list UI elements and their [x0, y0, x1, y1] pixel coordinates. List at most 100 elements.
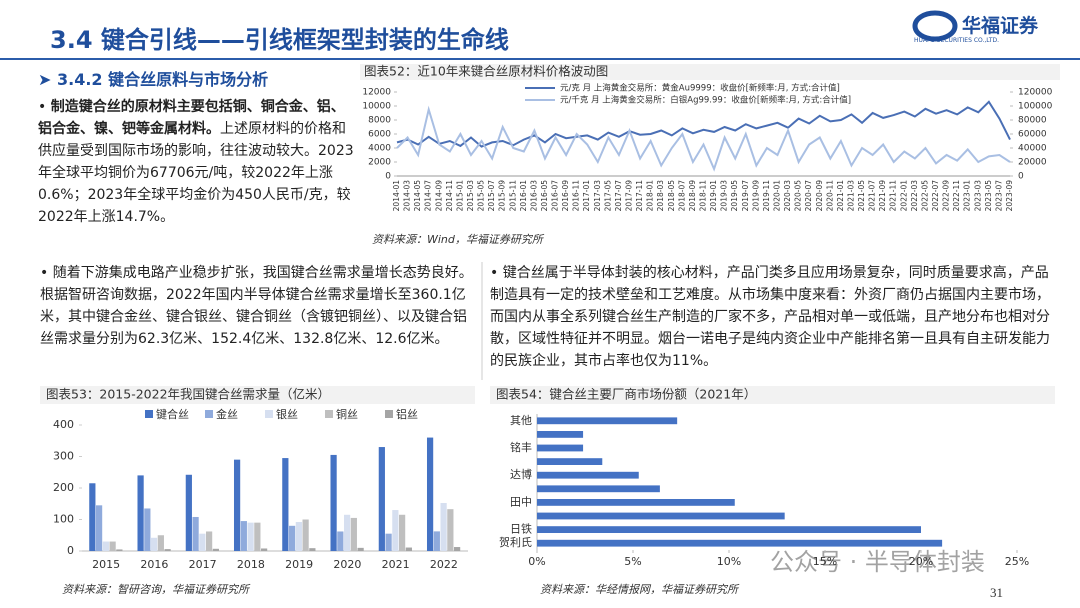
x-tick-label: 2021-09 [878, 180, 887, 212]
x-tick-label: 2015-07 [487, 180, 496, 212]
y2-tick-label: 20000 [1018, 158, 1047, 168]
x-tick-label: 2021-01 [836, 180, 845, 212]
x-tick-label: 2023-09 [1005, 180, 1014, 212]
bar [447, 509, 454, 551]
x-tick-label: 2018-03 [656, 180, 665, 212]
bar [240, 521, 247, 551]
x-tick-label: 25% [1005, 555, 1029, 568]
chart-title: 图表52：近10年来键合丝原材料价格波动图 [364, 64, 608, 79]
bar [537, 458, 603, 465]
bar [433, 531, 440, 551]
y-tick-label: 12000 [362, 88, 391, 98]
x-tick-label: 2020-11 [825, 180, 834, 212]
bar [89, 483, 96, 551]
x-tick-label: 2016-11 [572, 180, 581, 212]
logo-icon [912, 10, 958, 42]
bullet: • 制造键合丝的原材料主要包括铜、铜合金、铝、铝合金、镍、钯等金属材料。上述原材… [38, 99, 354, 225]
y-tick-label: 6000 [368, 130, 391, 140]
x-tick-label: 2019-11 [762, 180, 771, 212]
x-tick-label: 2018-11 [699, 180, 708, 212]
x-tick-label: 2021-11 [889, 180, 898, 212]
legend-swatch [145, 410, 153, 418]
x-tick-label: 2018-09 [688, 180, 697, 212]
x-tick-label: 2015-03 [466, 180, 475, 212]
slide-title: 3.4 键合引线——引线框架型封装的生命线 [50, 26, 509, 54]
x-tick-label: 2019-07 [741, 180, 750, 212]
title-bg [360, 64, 1060, 80]
legend-label: 铝丝 [396, 407, 418, 421]
x-tick-label: 2017-05 [603, 180, 612, 212]
bullet: • 随着下游集成电路产业稳步扩张，我国键合丝需求量增长态势良好。根据智研咨询数据… [40, 265, 473, 347]
bar [357, 547, 364, 551]
x-tick-label: 2016 [140, 558, 168, 571]
x-tick-label: 2017-01 [582, 180, 591, 212]
bar [537, 526, 921, 533]
bar [343, 514, 351, 551]
x-tick-label: 2019-01 [709, 180, 718, 212]
logo-text: 华福证券 [962, 15, 1039, 37]
x-tick-label: 2017-11 [635, 180, 644, 212]
x-tick-label: 2018-07 [677, 180, 686, 212]
x-tick-label: 2022-01 [899, 180, 908, 212]
legend-label: 键合丝 [156, 407, 189, 421]
bar [537, 444, 584, 452]
bar [399, 514, 406, 551]
bar [95, 505, 103, 551]
bar [537, 471, 639, 479]
x-tick-label: 2019-03 [720, 180, 729, 212]
x-tick-label: 2014-03 [403, 180, 412, 212]
y2-tick-label: 80000 [1018, 116, 1047, 126]
x-tick-label: 2016-01 [519, 180, 528, 212]
x-tick-label: 2020-07 [804, 180, 813, 212]
bar [405, 547, 412, 551]
bar [144, 508, 151, 551]
bar [537, 417, 678, 425]
x-tick-label: 2020-03 [783, 180, 792, 212]
bar [102, 541, 109, 551]
bar [378, 447, 385, 551]
bar [537, 485, 660, 493]
x-tick-label: 2019-05 [730, 180, 739, 212]
x-tick-label: 2015-11 [508, 180, 517, 212]
bar [537, 539, 943, 547]
x-tick-label: 2017-07 [614, 180, 623, 212]
x-tick-label: 2020-05 [794, 180, 803, 212]
x-tick-label: 2022-09 [942, 180, 951, 212]
bar [537, 431, 584, 438]
x-tick-label: 2016-03 [529, 180, 538, 212]
x-tick-label: 2016-09 [561, 180, 570, 212]
x-tick-label: 2015-05 [477, 180, 486, 212]
bar [247, 522, 254, 551]
y-tick-label: 0 [385, 172, 391, 182]
x-tick-label: 2016-05 [540, 180, 549, 212]
y2-tick-label: 100000 [1018, 102, 1053, 112]
x-tick-label: 2023-07 [994, 180, 1003, 212]
bar [426, 437, 434, 551]
legend-label: 银丝 [276, 407, 298, 421]
y-tick-label: 4000 [368, 144, 391, 154]
bullet: • 键合丝属于半导体封装的核心材料，产品门类多且应用场景复杂，同时质量要求高，产… [490, 265, 1050, 369]
legend-swatch [325, 410, 333, 418]
y-tick-label: 300 [53, 450, 74, 463]
x-tick-label: 2023-01 [963, 180, 972, 212]
x-tick-label: 2022-03 [910, 180, 919, 212]
watermark: 公众号 · 半导体封装 [770, 548, 985, 576]
x-tick-label: 2015 [92, 558, 120, 571]
bar [392, 510, 399, 551]
bar [337, 531, 344, 551]
y2-tick-label: 40000 [1018, 144, 1047, 154]
bar [282, 458, 289, 551]
y-tick-label: 达博 [510, 468, 532, 481]
x-tick-label: 2021 [382, 558, 410, 571]
x-tick-label: 2014-11 [445, 180, 454, 212]
x-tick-label: 2014-05 [413, 180, 422, 212]
x-tick-label: 15% [813, 555, 837, 568]
bar [254, 522, 261, 551]
chart-source: 资料来源：智研咨询，华福证券研究所 [62, 583, 251, 596]
bar [454, 547, 461, 551]
y-tick-label: 日铁 [510, 523, 532, 536]
legend-label: 金丝 [216, 407, 238, 421]
logo-en: HUAFU SECURITIES CO.,LTD. [914, 37, 1000, 44]
x-tick-label: 2022 [430, 558, 458, 571]
bar [295, 522, 302, 551]
